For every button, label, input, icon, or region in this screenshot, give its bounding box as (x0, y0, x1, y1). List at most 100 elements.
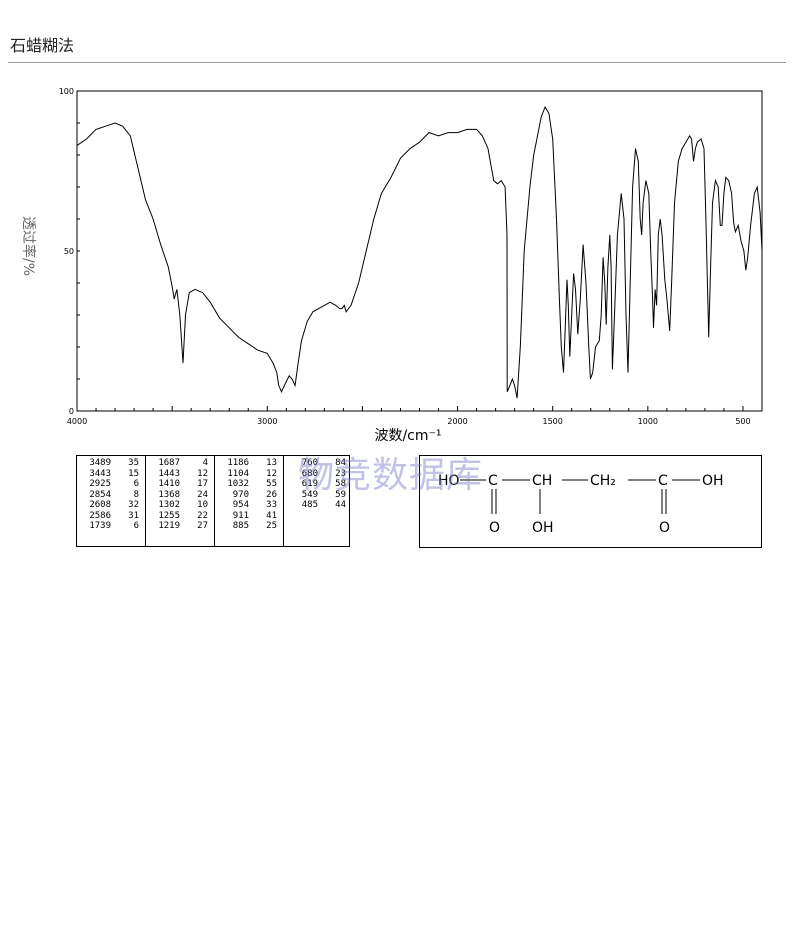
peak-wavenumber: 911 (232, 510, 249, 521)
peak-row: 970 26 (215, 490, 283, 501)
atom-c1: C (488, 473, 498, 489)
peak-transmittance: 13 (266, 458, 277, 468)
peak-transmittance: 6 (133, 479, 139, 489)
method-title: 石蜡糊法 (10, 36, 75, 55)
peak-row: 549 59 (284, 490, 352, 501)
peak-wavenumber: 1219 (158, 521, 180, 531)
peak-row: 619 58 (284, 479, 352, 490)
peak-row: 954 33 (215, 500, 283, 511)
peak-wavenumber: 1032 (227, 479, 249, 489)
peak-row: 1443 12 (146, 469, 214, 480)
peak-wavenumber: 1302 (158, 500, 180, 510)
peak-row: 2608 32 (77, 500, 145, 511)
peak-row: 911 41 (215, 511, 283, 522)
peak-row: 885 25 (215, 521, 283, 532)
peak-row: 1186 13 (215, 458, 283, 469)
peak-row: 2586 31 (77, 511, 145, 522)
peak-transmittance: 84 (335, 458, 346, 468)
peak-table: 3489 35 3443 15 2925 6 2854 8 2608 32 2586 31 1739 6 1… (76, 455, 350, 547)
x-tick-label: 500 (735, 417, 750, 426)
peak-wavenumber: 970 (232, 489, 249, 500)
peak-wavenumber: 1104 (227, 468, 249, 479)
peak-row: 1032 55 (215, 479, 283, 490)
peak-row: 1219 27 (146, 521, 214, 532)
peak-wavenumber: 1186 (227, 458, 249, 468)
peak-transmittance: 58 (335, 479, 346, 489)
peak-transmittance: 12 (266, 468, 277, 479)
title-divider (8, 62, 786, 63)
peak-transmittance: 59 (335, 489, 346, 500)
peak-row: 1255 22 (146, 511, 214, 522)
peak-transmittance: 10 (197, 500, 208, 510)
peak-row: 485 44 (284, 500, 352, 511)
structure-box: HO C CH CH₂ C OH O OH O (419, 455, 762, 548)
peak-wavenumber: 485 (301, 500, 318, 510)
peak-table-column: 760 84 680 23 619 58 549 59 485 44 (284, 456, 352, 546)
peak-row: 1739 6 (77, 521, 145, 532)
peak-wavenumber: 2925 (89, 479, 111, 489)
peak-wavenumber: 2608 (89, 500, 111, 510)
peak-transmittance: 26 (266, 489, 277, 500)
peak-transmittance: 33 (266, 500, 277, 510)
atom-c2: C (658, 473, 668, 489)
y-axis-label: 透过率/% (20, 216, 37, 276)
peak-wavenumber: 2586 (89, 510, 111, 521)
peak-row: 1410 17 (146, 479, 214, 490)
atom-oh-mid: OH (532, 520, 554, 536)
peak-wavenumber: 680 (301, 468, 318, 479)
peak-row: 2925 6 (77, 479, 145, 490)
peak-transmittance: 32 (128, 500, 139, 510)
peak-transmittance: 4 (202, 458, 208, 468)
peak-row: 3443 15 (77, 469, 145, 480)
peak-transmittance: 6 (133, 521, 139, 531)
peak-row: 760 84 (284, 458, 352, 469)
atom-ch: CH (532, 473, 552, 489)
peak-wavenumber: 1443 (158, 468, 180, 479)
peak-transmittance: 44 (335, 500, 346, 510)
peak-row: 1368 24 (146, 490, 214, 501)
atom-ho: HO (438, 473, 460, 489)
peak-transmittance: 12 (197, 468, 208, 479)
peak-wavenumber: 954 (232, 500, 249, 510)
x-axis-label: 波数/cm⁻¹ (374, 428, 441, 444)
x-tick-label: 4000 (67, 417, 87, 426)
atom-o1: O (489, 520, 500, 536)
peak-transmittance: 41 (266, 510, 277, 521)
peak-row: 2854 8 (77, 490, 145, 501)
atom-oh-end: OH (702, 473, 724, 489)
x-tick-label: 3000 (257, 417, 277, 426)
peak-wavenumber: 549 (301, 489, 318, 500)
peak-row: 680 23 (284, 469, 352, 480)
x-tick-label: 1500 (543, 417, 563, 426)
peak-transmittance: 8 (133, 489, 139, 500)
peak-wavenumber: 885 (232, 521, 249, 531)
peak-transmittance: 35 (128, 458, 139, 468)
peak-transmittance: 23 (335, 468, 346, 479)
peak-transmittance: 15 (128, 468, 139, 479)
x-axis-ticks: 4000 3000 2000 1500 1000 500 (67, 406, 763, 426)
peak-transmittance: 31 (128, 510, 139, 521)
peak-table-column: 1687 4 1443 12 1410 17 1368 24 1302 10 1255 22 1219 2… (146, 456, 215, 546)
peak-row: 1687 4 (146, 458, 214, 469)
peak-transmittance: 22 (197, 510, 208, 521)
y-axis-ticks: 0 50 100 (59, 87, 80, 416)
peak-transmittance: 25 (266, 521, 277, 531)
atom-ch2: CH₂ (590, 473, 616, 489)
peak-row: 1302 10 (146, 500, 214, 511)
atom-o2: O (659, 520, 670, 536)
y-tick-label: 100 (59, 87, 74, 96)
peak-wavenumber: 1255 (158, 510, 180, 521)
y-tick-label: 50 (64, 247, 74, 256)
peak-wavenumber: 3489 (89, 458, 111, 468)
peak-row: 1104 12 (215, 469, 283, 480)
peak-wavenumber: 760 (301, 458, 318, 468)
peak-table-column: 3489 35 3443 15 2925 6 2854 8 2608 32 2586 31 1739 6 (77, 456, 146, 546)
ir-spectrum-chart: 0 50 100 4000 3000 2000 1500 1000 500 波数/cm⁻¹ 透… (20, 87, 763, 444)
peak-transmittance: 27 (197, 521, 208, 531)
peak-wavenumber: 1410 (158, 479, 180, 489)
plot-frame (76, 90, 763, 412)
peak-transmittance: 24 (197, 489, 208, 500)
chemical-structure: HO C CH CH₂ C OH O OH O (438, 473, 724, 536)
peak-table-column: 1186 13 1104 12 1032 55 970 26 954 33 911 41 885 25 (215, 456, 284, 546)
y-tick-label: 0 (69, 407, 74, 416)
